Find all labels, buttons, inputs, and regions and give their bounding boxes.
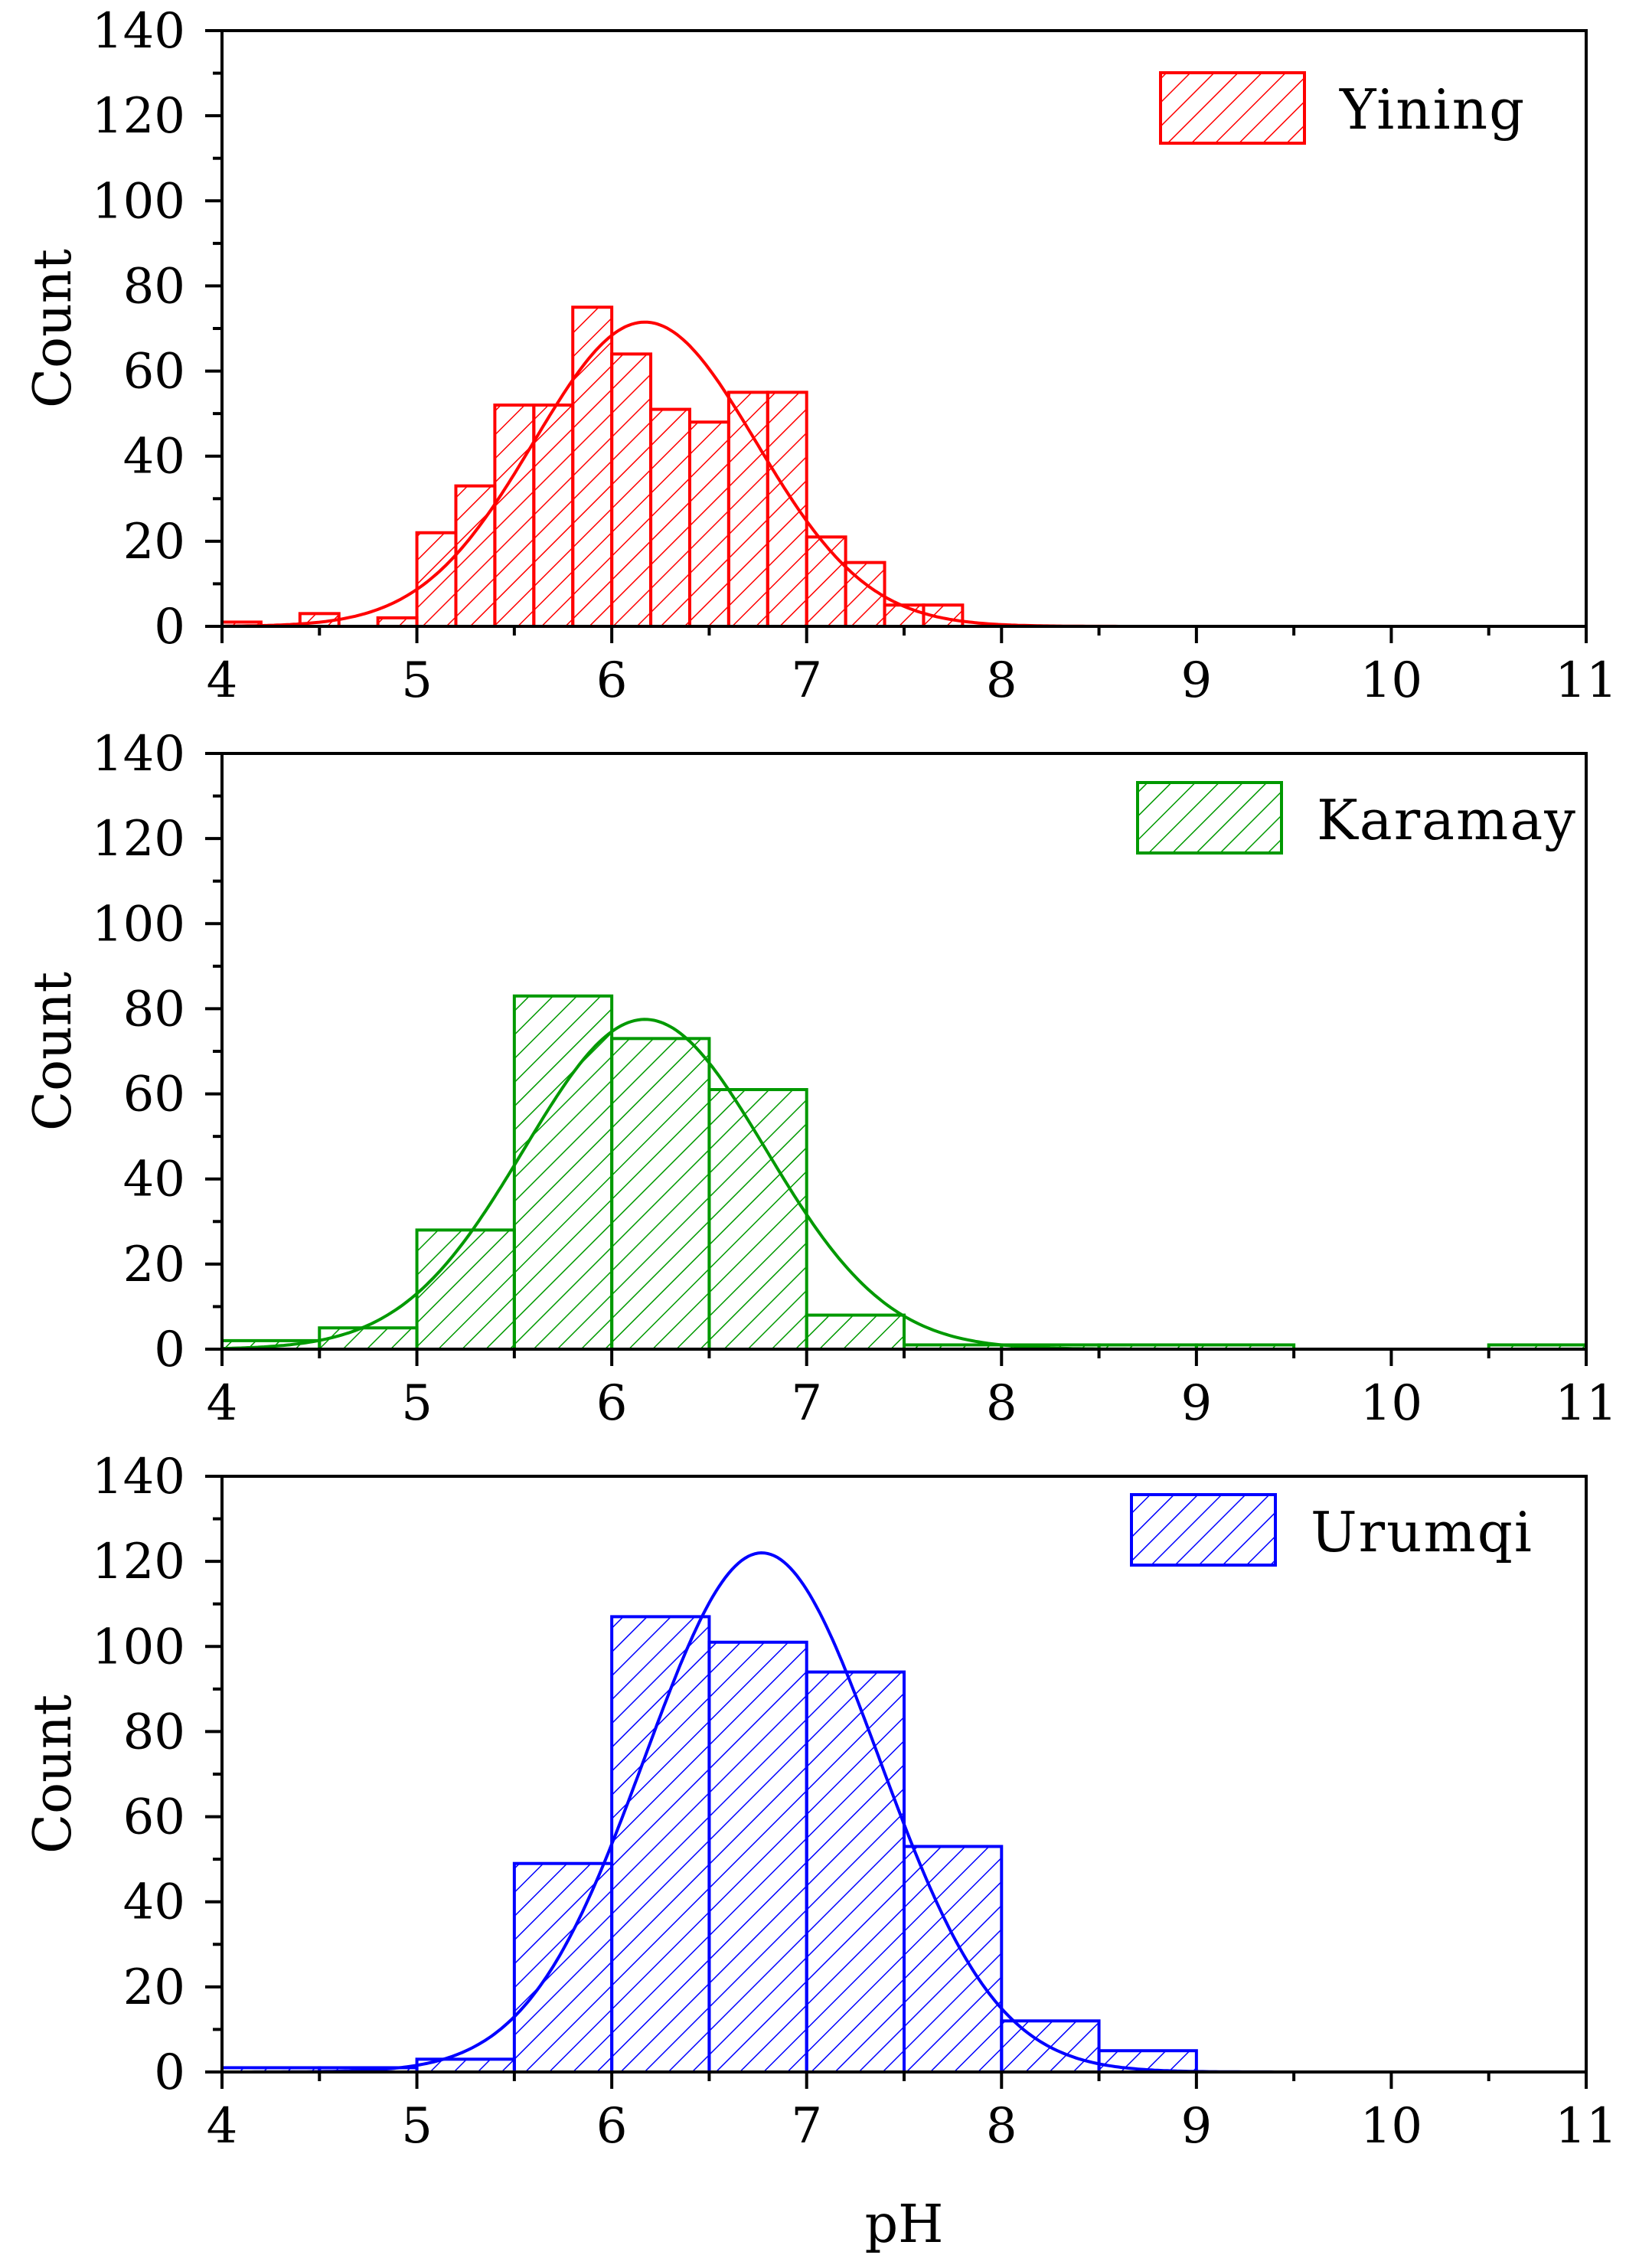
karamay-y-tick-label: 140 [92, 726, 185, 783]
panel-urumqi: 0 20 40 60 80 100 120 140 4 5 6 7 8 9 10 11 Count Urum… [23, 1449, 1618, 2155]
urumqi-legend: Urumqi [1130, 1493, 1533, 1567]
urumqi-x-tick-label: 7 [791, 2098, 822, 2155]
yining-bars [220, 306, 965, 629]
urumqi-y-tick-label: 60 [123, 1789, 185, 1846]
karamay-x-tick-label: 7 [791, 1375, 822, 1432]
urumqi-y-axis: 0 20 40 60 80 100 120 140 [92, 1449, 222, 2101]
karamay-y-tick-label: 120 [92, 811, 185, 868]
urumqi-x-axis: 4 5 6 7 8 9 10 11 [207, 2072, 1618, 2155]
yining-y-tick-label: 120 [92, 88, 185, 145]
yining-x-axis: 4 5 6 7 8 9 10 11 [207, 626, 1618, 709]
urumqi-bar-7 [903, 1845, 1004, 2074]
yining-bar-6 [454, 484, 497, 628]
karamay-bar-3 [512, 994, 614, 1351]
urumqi-y-tick-label: 20 [123, 1959, 185, 2016]
urumqi-bars [220, 1615, 1198, 2074]
karamay-bar-4 [610, 1037, 711, 1351]
yining-legend: Yining [1159, 71, 1526, 145]
karamay-bar-2 [415, 1228, 516, 1351]
urumqi-y-tick-label: 0 [154, 2044, 185, 2101]
yining-x-tick-label: 11 [1555, 652, 1617, 709]
yining-y-tick-label: 40 [123, 429, 185, 485]
urumqi-x-tick-label: 4 [207, 2098, 238, 2155]
yining-y-tick-label: 140 [92, 3, 185, 60]
urumqi-bar-4 [610, 1615, 711, 2074]
yining-bar-7 [493, 404, 536, 628]
panel-karamay: 0 20 40 60 80 100 120 140 4 5 6 7 8 9 10 11 Count Kara… [23, 726, 1618, 1432]
yining-y-tick-label: 0 [154, 599, 185, 655]
karamay-y-tick-label: 60 [123, 1067, 185, 1123]
urumqi-legend-swatch [1130, 1493, 1277, 1567]
urumqi-x-tick-label: 6 [596, 2098, 628, 2155]
urumqi-bar-3 [512, 1861, 614, 2074]
yining-x-tick-label: 8 [986, 652, 1017, 709]
karamay-x-tick-label: 4 [207, 1375, 238, 1432]
yining-normal-fit-curve [222, 320, 1586, 628]
yining-legend-swatch [1159, 71, 1306, 145]
urumqi-bar-6 [805, 1670, 906, 2074]
karamay-y-tick-label: 20 [123, 1237, 185, 1293]
x-axis-title: pH [865, 2194, 944, 2255]
yining-y-tick-label: 60 [123, 344, 185, 400]
karamay-bar-6 [805, 1313, 906, 1351]
urumqi-y-tick-label: 80 [123, 1704, 185, 1760]
yining-bar-17 [883, 603, 926, 629]
karamay-y-axis-title: Count [23, 972, 83, 1131]
yining-x-tick-label: 7 [791, 652, 822, 709]
urumqi-bar-5 [707, 1640, 808, 2074]
karamay-y-tick-label: 100 [92, 896, 185, 953]
yining-y-tick-label: 80 [123, 258, 185, 315]
yining-bar-11 [649, 407, 691, 628]
urumqi-y-tick-label: 100 [92, 1619, 185, 1675]
karamay-y-tick-label: 80 [123, 981, 185, 1038]
karamay-legend-label: Karamay [1317, 788, 1577, 852]
urumqi-x-tick-label: 5 [401, 2098, 433, 2155]
yining-x-tick-label: 5 [401, 652, 433, 709]
yining-x-tick-label: 10 [1360, 652, 1422, 709]
yining-y-axis: 0 20 40 60 80 100 120 140 [92, 3, 222, 655]
karamay-x-tick-label: 5 [401, 1375, 433, 1432]
panel-yining: 0 20 40 60 80 100 120 140 4 5 6 7 8 9 10 11 Count Yini… [23, 3, 1618, 709]
yining-bar-8 [532, 404, 575, 628]
yining-y-tick-label: 100 [92, 173, 185, 230]
karamay-x-tick-label: 10 [1360, 1375, 1422, 1432]
urumqi-y-axis-title: Count [23, 1694, 83, 1854]
yining-x-tick-label: 6 [596, 652, 628, 709]
yining-bar-5 [415, 531, 458, 628]
yining-y-tick-label: 20 [123, 514, 185, 570]
karamay-y-tick-label: 0 [154, 1322, 185, 1378]
urumqi-y-tick-label: 120 [92, 1534, 185, 1590]
karamay-y-axis: 0 20 40 60 80 100 120 140 [92, 726, 222, 1378]
urumqi-legend-label: Urumqi [1311, 1500, 1533, 1564]
karamay-x-tick-label: 9 [1180, 1375, 1212, 1432]
urumqi-x-tick-label: 10 [1360, 2098, 1422, 2155]
yining-bar-14 [766, 391, 808, 628]
urumqi-y-tick-label: 40 [123, 1874, 185, 1931]
urumqi-x-tick-label: 11 [1555, 2098, 1617, 2155]
karamay-x-tick-label: 6 [596, 1375, 628, 1432]
karamay-x-tick-label: 8 [986, 1375, 1017, 1432]
yining-y-axis-title: Count [23, 249, 83, 408]
yining-x-tick-label: 4 [207, 652, 238, 709]
yining-bar-10 [610, 352, 653, 628]
karamay-x-axis: 4 5 6 7 8 9 10 11 [207, 1349, 1618, 1432]
yining-bar-9 [571, 306, 614, 628]
karamay-bars [220, 994, 1588, 1351]
karamay-legend-swatch [1136, 781, 1283, 855]
karamay-bar-5 [707, 1088, 808, 1351]
karamay-y-tick-label: 40 [123, 1152, 185, 1208]
karamay-legend: Karamay [1136, 781, 1577, 855]
yining-x-tick-label: 9 [1180, 652, 1212, 709]
yining-legend-label: Yining [1339, 77, 1526, 142]
urumqi-x-tick-label: 8 [986, 2098, 1017, 2155]
urumqi-y-tick-label: 140 [92, 1449, 185, 1505]
karamay-x-tick-label: 11 [1555, 1375, 1617, 1432]
urumqi-x-tick-label: 9 [1180, 2098, 1212, 2155]
yining-bar-12 [687, 420, 730, 628]
yining-bar-15 [805, 535, 847, 628]
